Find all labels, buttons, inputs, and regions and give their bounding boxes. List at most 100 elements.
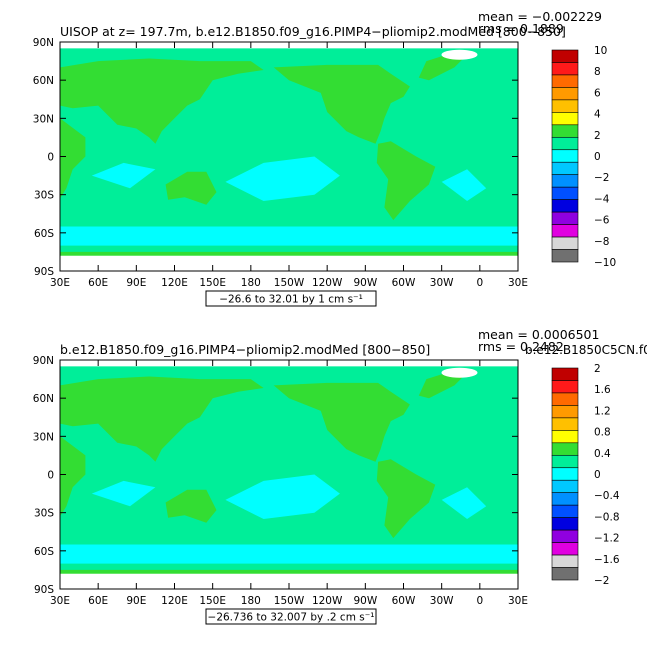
y-tick-label: 0 (47, 152, 54, 164)
colorbar-label: −1.6 (594, 554, 620, 566)
ocean-anomaly-region (225, 156, 340, 201)
y-tick-label: 60N (33, 75, 54, 87)
y-tick-label: 30S (34, 508, 54, 520)
stat-mean: mean = −0.002229 (478, 9, 602, 24)
colorbar-label: 1.2 (594, 405, 611, 417)
x-tick-label: 60W (392, 595, 416, 607)
stat-rms: rms = 0.2482 (478, 339, 564, 354)
colorbar-label: −10 (594, 257, 616, 269)
ocean-anomaly-region (225, 474, 340, 519)
arctic-mask (441, 49, 478, 60)
colorbar-swatch (551, 62, 579, 76)
y-tick-label: 90S (34, 584, 54, 596)
x-tick-label: 150W (274, 277, 305, 289)
land-mask (273, 382, 410, 462)
comparison-title: b.e12.B1850C5CN.f09 (525, 343, 647, 357)
y-tick-label: 60S (34, 228, 54, 240)
colorbar-label: −0.4 (594, 490, 620, 502)
y-tick-label: 30S (34, 190, 54, 202)
land-mask (60, 436, 86, 517)
colorbar-swatch (551, 136, 579, 151)
x-tick-label: 180 (241, 595, 261, 607)
colorbar-label: 8 (594, 66, 601, 78)
ocean-anomaly-region (91, 480, 156, 507)
range-box (205, 290, 377, 307)
colorbar-swatch (551, 224, 579, 238)
x-tick-label: 0 (476, 595, 483, 607)
colorbar-label: 4 (594, 109, 601, 121)
land-mask (376, 141, 436, 221)
range-box (205, 608, 377, 625)
colorbar-swatch (551, 492, 579, 506)
land-mask (165, 489, 217, 523)
range-label: −26.736 to 32.007 by .2 cm s⁻¹ (208, 612, 375, 624)
x-tick-label: 30E (50, 277, 70, 289)
x-tick-label: 180 (241, 277, 261, 289)
ocean-anomaly-region (60, 544, 518, 564)
colorbar-swatch (551, 174, 579, 188)
colorbar-swatch (551, 529, 579, 543)
x-tick-label: 30W (430, 595, 454, 607)
ocean-anomaly-region (60, 226, 518, 246)
colorbar-swatch (551, 236, 579, 250)
land-mask (60, 58, 264, 144)
x-tick-label: 90E (126, 595, 146, 607)
colorbar-swatch (551, 442, 579, 456)
x-tick-label: 150E (199, 277, 226, 289)
land-mask (273, 64, 410, 144)
colorbar-swatch (551, 467, 579, 481)
x-tick-label: 30E (508, 277, 528, 289)
colorbar-swatch (551, 405, 579, 419)
y-tick-label: 60N (33, 393, 54, 405)
y-tick-label: 0 (47, 470, 54, 482)
colorbar-label: 10 (594, 45, 607, 57)
colorbar-swatch (551, 186, 579, 200)
colorbar-label: 0.4 (594, 448, 611, 460)
colorbar-label: 2 (594, 130, 601, 142)
colorbar-swatch (551, 99, 579, 113)
x-tick-label: 120W (312, 595, 343, 607)
colorbar-swatch (551, 149, 579, 163)
x-tick-label: 120E (161, 595, 188, 607)
colorbar-label: 0.8 (594, 427, 611, 439)
chart-panel-1: 30E 60E 90E 120E 150E 180 150W 120W 90W 60W 30W 0 30… (33, 9, 616, 307)
colorbar-label: 6 (594, 87, 601, 99)
colorbar-swatch (551, 49, 579, 63)
colorbar-swatch (551, 417, 579, 431)
colorbar-label: −2 (594, 172, 609, 184)
chart-title: UISOP at z= 197.7m, b.e12.B1850.f09_g16.… (60, 24, 566, 39)
x-tick-label: 60E (88, 595, 108, 607)
y-tick-label: 90N (33, 37, 54, 49)
colorbar-swatch (551, 504, 579, 518)
colorbar-swatch (551, 517, 579, 531)
x-tick-label: 30E (508, 595, 528, 607)
colorbar-swatch (551, 380, 579, 394)
colorbar-swatch (551, 211, 579, 225)
colorbar-label: −6 (594, 215, 610, 227)
colorbar-label: −2 (594, 575, 609, 587)
land-mask (165, 171, 217, 205)
y-tick-label: 30N (33, 431, 54, 443)
colorbar-swatch (551, 392, 579, 406)
chart-panel-2: 30E 60E 90E 120E 150E 180 150W 120W 90W 60W 30W 0 30… (33, 327, 647, 625)
x-tick-label: 150E (199, 595, 226, 607)
ocean-anomaly-region (441, 169, 487, 201)
colorbar-swatch (551, 479, 579, 494)
x-tick-label: 90W (353, 595, 377, 607)
colorbar-swatch (551, 112, 579, 126)
x-tick-label: 60E (88, 277, 108, 289)
x-tick-label: 90E (126, 277, 146, 289)
ocean-anomaly-region (91, 162, 156, 189)
land-mask (60, 376, 264, 462)
range-label: −26.6 to 32.01 by 1 cm s⁻¹ (219, 294, 363, 306)
colorbar-swatch (551, 542, 579, 556)
colorbar-swatch (551, 554, 579, 568)
colorbar-swatch (551, 367, 579, 381)
colorbar-label: 1.6 (594, 384, 611, 396)
colorbar-swatch (551, 249, 579, 263)
x-tick-label: 60W (392, 277, 416, 289)
colorbar-swatch (551, 161, 579, 176)
colorbar-label: 0 (594, 469, 601, 481)
x-tick-label: 90W (353, 277, 377, 289)
x-tick-label: 150W (274, 595, 305, 607)
